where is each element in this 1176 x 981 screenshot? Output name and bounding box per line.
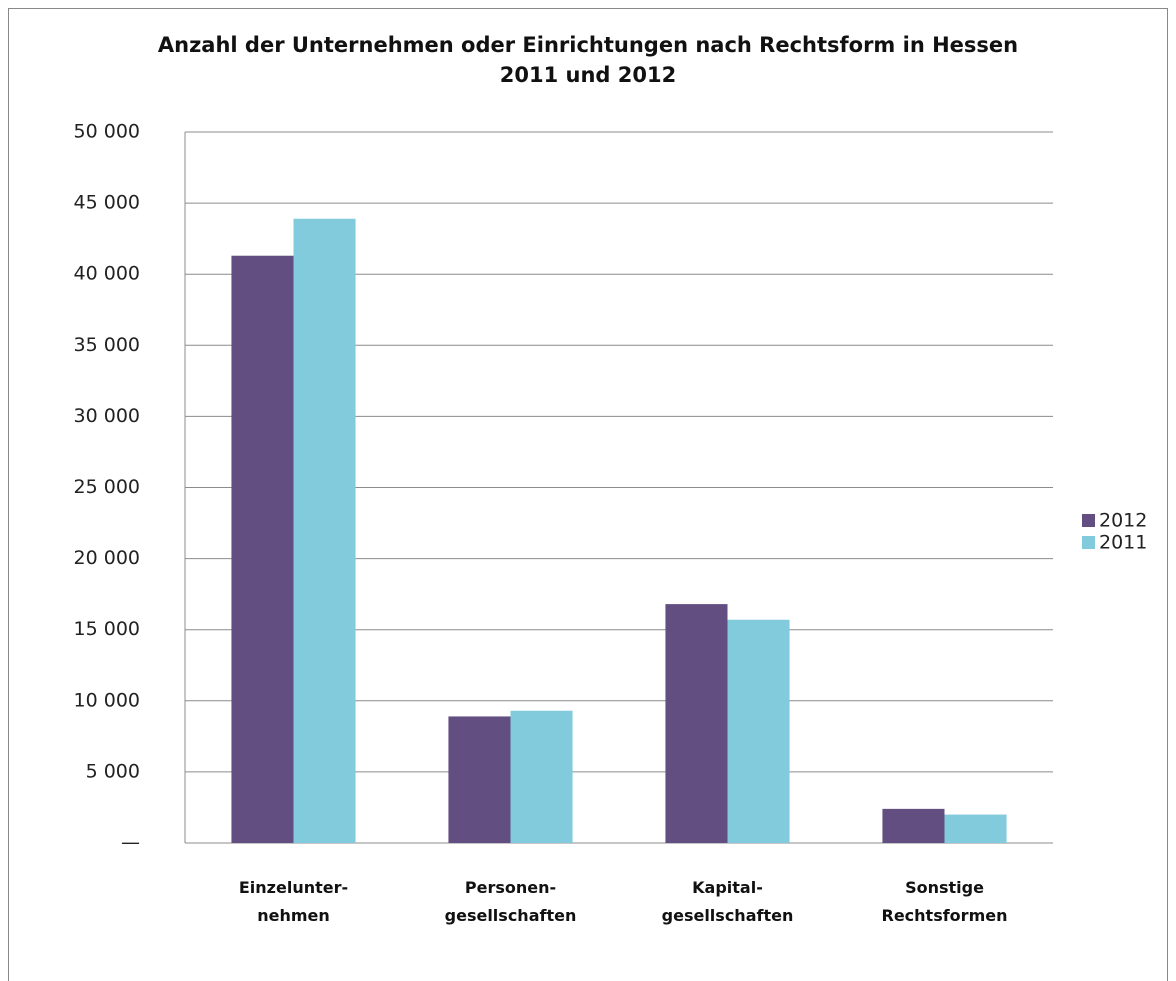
- x-tick-label: Kapital- gesellschaften: [661, 878, 794, 925]
- x-tick-label: Einzelunter- nehmen: [238, 878, 349, 925]
- y-tick-label: 5 000: [86, 760, 140, 782]
- legend-label: 2012: [1099, 510, 1147, 532]
- x-tick-label: Sonstige Rechtsformen: [881, 878, 1008, 925]
- bar: [510, 710, 573, 843]
- y-tick-label: 10 000: [74, 689, 140, 711]
- legend-label: 2011: [1099, 532, 1147, 554]
- bar: [293, 218, 356, 843]
- y-tick-label: 30 000: [74, 405, 140, 427]
- bar: [231, 255, 294, 844]
- legend-swatch: [1082, 514, 1095, 527]
- y-tick-label: 25 000: [74, 476, 140, 498]
- chart-title: Anzahl der Unternehmen oder Einrichtunge…: [157, 33, 1019, 87]
- y-tick-label: —: [121, 832, 140, 854]
- bar: [665, 604, 728, 843]
- bar: [448, 716, 511, 843]
- x-tick-label: Personen- gesellschaften: [444, 878, 577, 925]
- y-tick-label: 40 000: [74, 263, 140, 285]
- y-tick-label: 50 000: [74, 121, 140, 143]
- bar: [882, 808, 945, 843]
- y-tick-label: 45 000: [74, 192, 140, 214]
- legend-swatch: [1082, 536, 1095, 549]
- chart-border: [8, 8, 1168, 981]
- bar: [727, 619, 790, 843]
- y-tick-label: 20 000: [74, 547, 140, 569]
- bar: [944, 814, 1007, 843]
- y-tick-label: 35 000: [74, 334, 140, 356]
- y-tick-label: 15 000: [74, 618, 140, 640]
